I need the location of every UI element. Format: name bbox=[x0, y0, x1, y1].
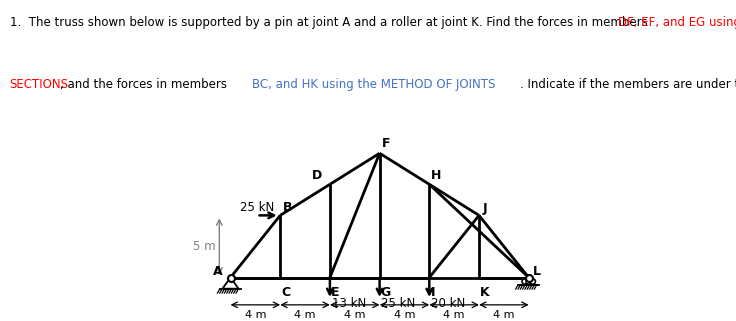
Text: L: L bbox=[532, 265, 540, 278]
Text: J: J bbox=[482, 202, 486, 215]
Text: A: A bbox=[213, 265, 223, 278]
Text: 5 m: 5 m bbox=[193, 240, 216, 253]
Text: 25 kN: 25 kN bbox=[381, 297, 416, 310]
Text: D: D bbox=[312, 169, 322, 182]
Polygon shape bbox=[222, 278, 238, 289]
Text: 20 kN: 20 kN bbox=[431, 297, 465, 310]
Text: 25 kN: 25 kN bbox=[241, 201, 275, 213]
Circle shape bbox=[522, 279, 528, 284]
Text: 4 m: 4 m bbox=[244, 310, 266, 320]
Text: H: H bbox=[431, 169, 442, 182]
Text: I: I bbox=[431, 286, 435, 299]
Text: B: B bbox=[283, 201, 293, 214]
Text: E: E bbox=[331, 286, 339, 299]
Text: F: F bbox=[381, 137, 390, 150]
Circle shape bbox=[526, 279, 531, 284]
Text: 4 m: 4 m bbox=[493, 310, 514, 320]
Text: , and the forces in members: , and the forces in members bbox=[60, 78, 231, 91]
Circle shape bbox=[530, 279, 535, 284]
Text: 13 kN: 13 kN bbox=[332, 297, 366, 310]
Text: BC, and HK using the METHOD OF JOINTS: BC, and HK using the METHOD OF JOINTS bbox=[252, 78, 495, 91]
Text: 4 m: 4 m bbox=[443, 310, 465, 320]
Text: DF, EF, and EG using the METHOD OF: DF, EF, and EG using the METHOD OF bbox=[618, 16, 736, 29]
Text: G: G bbox=[381, 286, 391, 299]
Text: 4 m: 4 m bbox=[344, 310, 366, 320]
Text: 4 m: 4 m bbox=[394, 310, 415, 320]
Text: K: K bbox=[481, 286, 490, 299]
Text: C: C bbox=[281, 286, 291, 299]
Text: 4 m: 4 m bbox=[294, 310, 316, 320]
Text: SECTIONS: SECTIONS bbox=[10, 78, 68, 91]
Text: . Indicate if the members are under tension or compression.: . Indicate if the members are under tens… bbox=[520, 78, 736, 91]
Text: 1.  The truss shown below is supported by a pin at joint A and a roller at joint: 1. The truss shown below is supported by… bbox=[10, 16, 651, 29]
